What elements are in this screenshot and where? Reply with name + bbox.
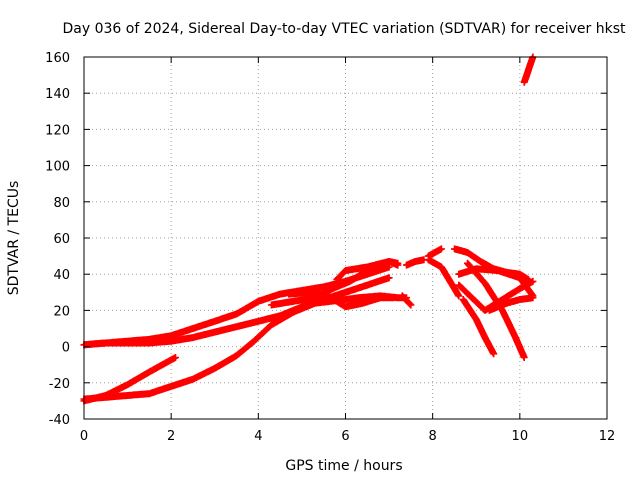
- y-tick-label: 100: [45, 160, 70, 175]
- x-tick-label: 6: [341, 429, 349, 444]
- series-track-8: [403, 256, 427, 268]
- y-tick-label: 120: [45, 123, 70, 138]
- y-tick-label: -20: [49, 377, 70, 392]
- data-point-markers: [425, 256, 463, 299]
- data-point-markers: [403, 256, 427, 268]
- y-tick-label: 80: [53, 196, 70, 211]
- x-tick-label: 2: [167, 429, 175, 444]
- x-tick-label: 12: [599, 429, 616, 444]
- data-point-markers: [521, 54, 537, 86]
- x-tick-label: 0: [80, 429, 88, 444]
- y-tick-label: 160: [45, 51, 70, 66]
- y-axis-label: SDTVAR / TECUs: [6, 181, 22, 296]
- plot-data: [81, 54, 537, 405]
- x-tick-label: 4: [254, 429, 262, 444]
- y-tick-label: 0: [62, 341, 70, 356]
- chart-title: Day 036 of 2024, Sidereal Day-to-day VTE…: [63, 21, 626, 37]
- y-tick-label: 40: [53, 268, 70, 283]
- y-tick-label: 20: [53, 304, 70, 319]
- series-track-18: [521, 54, 537, 86]
- y-tick-label: 60: [53, 232, 70, 247]
- sdtvar-chart: 0 2 4 6 8 10 12 -40 -20 0 20 40 60 80 100 120 140 160 Day…: [0, 0, 640, 480]
- y-tick-label: 140: [45, 87, 70, 102]
- y-tick-label: -40: [49, 413, 70, 428]
- x-axis-label: GPS time / hours: [285, 458, 402, 474]
- series-track-11: [425, 256, 463, 299]
- x-tick-label: 10: [512, 429, 529, 444]
- x-tick-label: 8: [429, 429, 437, 444]
